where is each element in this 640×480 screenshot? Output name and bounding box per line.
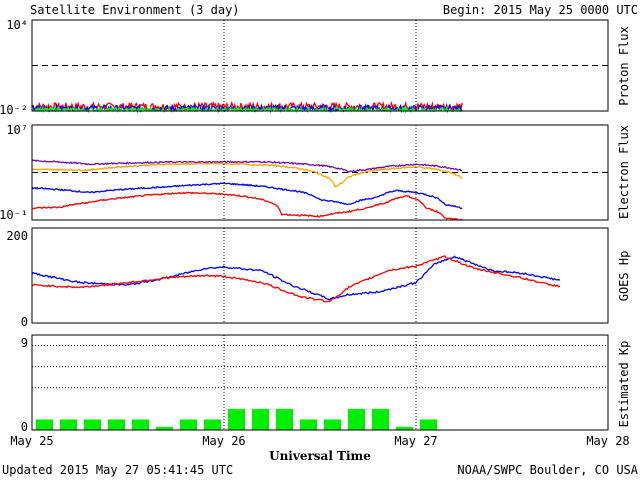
kp-bar-9 bbox=[252, 408, 269, 430]
kp-bar-1 bbox=[60, 419, 77, 430]
xtick-may25: May 25 bbox=[10, 434, 53, 448]
chart-title: Satellite Environment (3 day) bbox=[30, 3, 240, 17]
hp-ylabel: GOES Hp bbox=[617, 251, 631, 302]
goes-hp-panel: 200 0 GOES Hp bbox=[6, 227, 631, 329]
kp-bar-6 bbox=[180, 419, 197, 430]
kp-bar-2 bbox=[84, 419, 101, 430]
kp-series-group bbox=[32, 345, 608, 430]
kp-bar-10 bbox=[276, 408, 293, 430]
electron-series-3 bbox=[31, 191, 463, 221]
electron-panel-frame bbox=[31, 124, 609, 221]
x-axis-label: Universal Time bbox=[269, 449, 371, 463]
proton-flux-panel: 10⁴ 10⁻² Proton Flux bbox=[0, 18, 631, 117]
begin-date: Begin: 2015 May 25 0000 UTC bbox=[443, 3, 638, 17]
electron-series-0 bbox=[31, 159, 463, 173]
day-separator-lines bbox=[223, 20, 417, 430]
hp-series-group bbox=[31, 255, 561, 303]
kp-ytick-top: 9 bbox=[21, 336, 28, 350]
kp-bar-8 bbox=[228, 408, 245, 430]
electron-series-2 bbox=[31, 182, 463, 210]
kp-bar-11 bbox=[300, 419, 317, 430]
xtick-may27: May 27 bbox=[394, 434, 437, 448]
kp-panel: 9 0 Estimated Kp bbox=[21, 334, 631, 434]
kp-bar-7 bbox=[204, 419, 221, 430]
updated-timestamp: Updated 2015 May 27 05:41:45 UTC bbox=[2, 463, 233, 477]
kp-ytick-bottom: 0 bbox=[21, 420, 28, 434]
kp-panel-frame bbox=[31, 334, 609, 431]
proton-ylabel: Proton Flux bbox=[617, 26, 631, 105]
proton-ytick-top: 10⁴ bbox=[6, 18, 28, 32]
kp-bar-0 bbox=[36, 419, 53, 430]
kp-ylabel: Estimated Kp bbox=[617, 341, 631, 428]
electron-flux-panel: 10⁷ 10⁻¹ Electron Flux bbox=[0, 123, 631, 222]
hp-panel-frame bbox=[31, 227, 609, 324]
kp-bar-15 bbox=[396, 426, 413, 430]
proton-ytick-bottom: 10⁻² bbox=[0, 103, 28, 117]
kp-bar-4 bbox=[132, 419, 149, 430]
kp-bar-3 bbox=[108, 419, 125, 430]
electron-ylabel: Electron Flux bbox=[617, 125, 631, 219]
electron-ytick-top: 10⁷ bbox=[6, 123, 28, 137]
proton-series-group bbox=[31, 65, 608, 114]
xtick-may28: May 28 bbox=[586, 434, 629, 448]
electron-series-group bbox=[31, 159, 608, 221]
hp-ytick-bottom: 0 bbox=[21, 315, 28, 329]
kp-bar-14 bbox=[372, 408, 389, 430]
electron-series-1 bbox=[31, 162, 463, 188]
source-credit: NOAA/SWPC Boulder, CO USA bbox=[457, 463, 638, 477]
hp-ytick-top: 200 bbox=[6, 229, 28, 243]
kp-bar-13 bbox=[348, 408, 365, 430]
electron-ytick-bottom: 10⁻¹ bbox=[0, 208, 28, 222]
goes-hp-series-0 bbox=[31, 255, 561, 301]
goes-hp-series-1 bbox=[31, 255, 561, 303]
proton-panel-frame bbox=[31, 19, 609, 112]
kp-bar-16 bbox=[420, 419, 437, 430]
kp-bar-5 bbox=[156, 426, 173, 430]
xtick-may26: May 26 bbox=[202, 434, 245, 448]
kp-bar-12 bbox=[324, 419, 341, 430]
